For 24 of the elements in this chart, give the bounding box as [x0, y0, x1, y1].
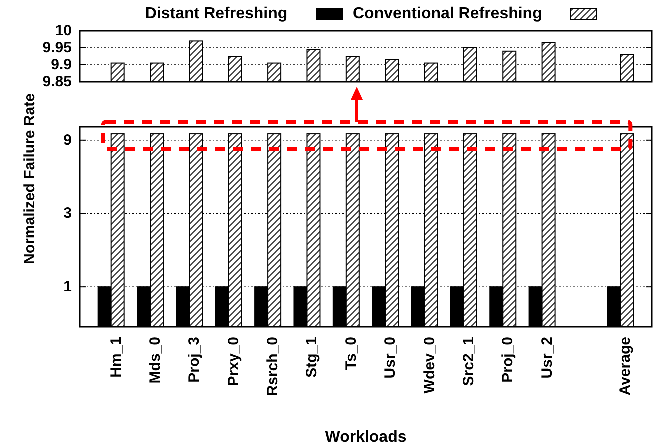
x-tick-label: Proj_0 [500, 337, 517, 383]
x-axis-title: Workloads [325, 429, 407, 446]
y-tick-label: 9 [64, 132, 72, 149]
y-tick-label: 9.85 [42, 74, 72, 90]
y-axis-title: Normalized Failure Rate [22, 94, 38, 264]
x-tick-label: Mds_0 [147, 337, 164, 384]
x-tick-label: Wdev_0 [421, 337, 438, 394]
x-tick-label: Usr_0 [382, 337, 400, 379]
x-tick-label: Rsrch_0 [264, 337, 282, 396]
y-tick-label: 10 [55, 22, 72, 40]
x-tick-label: Stg_1 [304, 337, 321, 378]
x-tick-label: Average [617, 337, 634, 396]
x-tick-label: Hm_1 [108, 337, 125, 378]
x-tick-label: Prxy_0 [225, 337, 242, 386]
y-tick-label: 1 [64, 278, 72, 296]
y-tick-label: 9.9 [51, 56, 72, 74]
x-tick-label: Src2_1 [460, 337, 478, 386]
x-tick-label: Proj_3 [186, 337, 204, 383]
legend-label: Distant Refreshing [145, 6, 288, 22]
x-tick-label: Usr_2 [538, 337, 556, 379]
x-tick-label: Ts_0 [342, 337, 360, 370]
y-tick-label: 3 [64, 205, 72, 222]
legend-label: Conventional Refreshing [353, 6, 542, 22]
y-tick-label: 9.95 [42, 40, 72, 56]
